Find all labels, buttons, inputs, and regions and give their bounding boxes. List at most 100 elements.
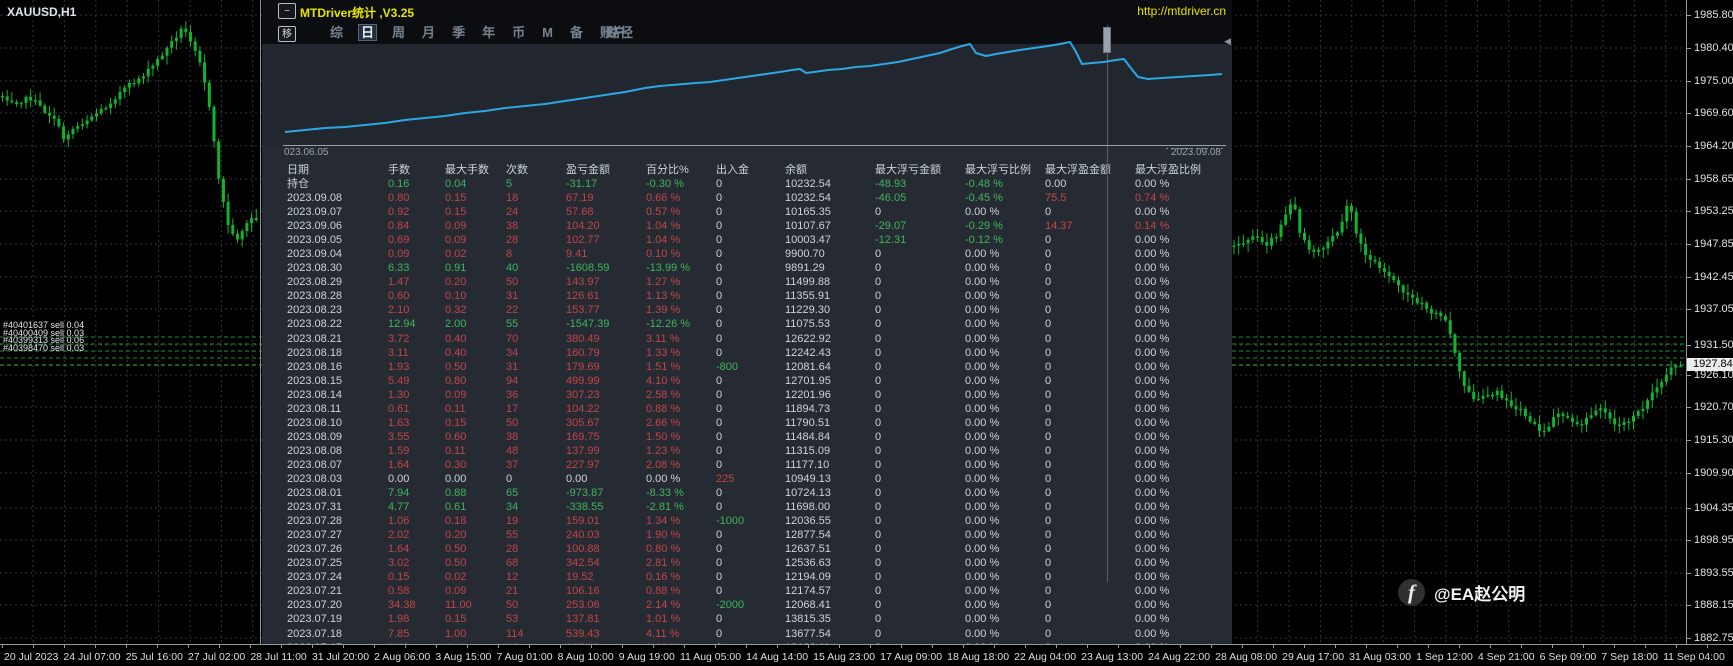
table-row: 2023.09.06 0.84 0.09 38 104.20 1.04 % 0 10107.6…: [262, 219, 1232, 233]
cell: 50: [506, 599, 519, 612]
cell: -1608.59: [566, 262, 610, 275]
cell: 0.66 %: [646, 192, 681, 205]
menu-item-5[interactable]: 年: [482, 25, 496, 40]
cell: 10724.13: [785, 487, 831, 500]
cell: 0: [716, 374, 723, 387]
cell: 5.49: [388, 374, 410, 387]
table-row: 持仓 0.16 0.04 5 -31.17 -0.30 % 0 10232.54 -48.93 -…: [262, 177, 1232, 191]
price-tick: [1687, 309, 1691, 310]
cell: 0.00: [388, 472, 410, 485]
cell: 0: [716, 585, 723, 598]
cell: 0: [1045, 585, 1052, 598]
cell: 0: [716, 318, 723, 331]
cell: 1.63: [388, 416, 410, 429]
menu-item-7[interactable]: M: [542, 25, 553, 40]
cell: 305.67: [566, 416, 600, 429]
panel-tool-button-移[interactable]: 移: [278, 26, 296, 42]
cell: 0.32: [445, 304, 467, 317]
time-axis: 20 Jul 2023 24 Jul 07:00 25 Jul 16:00 27 Ju…: [0, 644, 1733, 666]
cell: 0.60: [445, 430, 467, 443]
time-axis-labels: 20 Jul 2023 24 Jul 07:00 25 Jul 16:00 27 Ju…: [4, 651, 1725, 663]
cell: 0.30: [445, 458, 467, 471]
table-row: 2023.09.08 0.80 0.15 18 67.19 0.66 % 0 10232.54…: [262, 191, 1232, 205]
cell: 1.34 %: [646, 515, 681, 528]
cell: 10165.35: [785, 206, 831, 219]
table-row: 2023.09.04 0.09 0.02 8 9.41 0.10 % 0 9900.70 0 0.…: [262, 247, 1232, 261]
cell: 104.22: [566, 402, 600, 415]
menu-item-1[interactable]: 日: [358, 24, 378, 41]
menu-item-4[interactable]: 季: [452, 25, 466, 40]
cell: 0.00 %: [1135, 529, 1170, 542]
cell: 4.10 %: [646, 374, 681, 387]
panel-tool-button-−[interactable]: −: [278, 3, 296, 19]
cell: 0: [875, 515, 882, 528]
price-tick: [1687, 540, 1691, 541]
cell: 4.77: [388, 501, 410, 514]
cell: 0.00 %: [1135, 402, 1170, 415]
cell: 1.51 %: [646, 360, 681, 373]
cell: 0: [716, 388, 723, 401]
menu-item-0[interactable]: 综: [330, 25, 344, 40]
cell: 169.75: [566, 430, 600, 443]
table-row: 2023.08.29 1.47 0.20 50 143.97 1.27 % 0 11499.8…: [262, 275, 1232, 289]
cell: -13.99 %: [646, 262, 691, 275]
time-tick-label: 27 Jul 02:00: [188, 651, 246, 663]
cell: 21: [506, 585, 519, 598]
cell: 0: [1045, 543, 1052, 556]
cell: 0.00 %: [965, 374, 1000, 387]
time-tick-label: 4 Sep 21:00: [1477, 651, 1535, 663]
cell: 1.98: [388, 613, 410, 626]
cell: 0: [1045, 234, 1052, 247]
cell: 0.40: [445, 641, 506, 646]
stats-table-header: 日期 手数 最大手数 次数 盈亏金额 百分比% 出入金 余额 最大浮亏金额 最大浮亏比例 最大浮盈金…: [262, 163, 1232, 177]
cell: 0.09: [445, 388, 467, 401]
cell: 0.10: [445, 290, 467, 303]
cell: 0.00 %: [1135, 613, 1170, 626]
table-row: 2023.07.31 4.77 0.61 34 -338.55 -2.81 % 0 11698…: [262, 500, 1232, 514]
price-tick: [1687, 638, 1691, 639]
menu-item-3[interactable]: 月: [422, 25, 436, 40]
menu-item-2[interactable]: 周: [392, 25, 406, 40]
cell: 0.00 %: [1135, 444, 1170, 457]
time-tick-label: 22 Aug 04:00: [1014, 651, 1077, 663]
cell: 0.00 %: [1135, 458, 1170, 471]
cell: 13815.35: [785, 613, 831, 626]
cell: 104.20: [566, 220, 600, 233]
menu-item-path[interactable]: 路径: [607, 25, 634, 40]
table-row: 2023.07.20 34.38 11.00 50 253.06 2.14 % -2000 1…: [262, 598, 1232, 612]
cell: 0: [875, 206, 882, 219]
cell: 0.10 %: [646, 248, 681, 261]
menu-item-8[interactable]: 备: [569, 25, 583, 40]
cell: 11.00: [445, 599, 472, 612]
position-label: #40400409 sell 0.03: [3, 327, 85, 338]
time-tick-label: 7 Aug 01:00: [496, 651, 553, 663]
time-tick-label: 17 Aug 09:00: [880, 651, 943, 663]
cell: 1.39 %: [646, 304, 681, 317]
panel-resize-handle-icon[interactable]: ◀: [1224, 36, 1231, 46]
column-header: 盈亏金额: [566, 164, 610, 176]
table-row: 2023.08.30 6.33 0.91 40 -1608.59 -13.99 % 0 989…: [262, 261, 1232, 275]
cell: -0.29 %: [965, 220, 1003, 233]
menu-item-9[interactable]: 账户: [599, 25, 626, 40]
panel-scrollbar-track[interactable]: [1107, 25, 1108, 582]
cell: 2.81 %: [646, 557, 681, 570]
cell: 11177.10: [785, 458, 830, 471]
panel-scrollbar-thumb[interactable]: [1103, 27, 1111, 53]
menu-item-6[interactable]: 币: [512, 25, 526, 40]
cell: 6.33: [388, 262, 410, 275]
panel-website-link[interactable]: http://mtdriver.cn: [1137, 4, 1226, 18]
cell: 0: [875, 599, 882, 612]
table-row: 2023.08.22 12.94 2.00 55 -1547.39 -12.26 % 0 11…: [262, 317, 1232, 331]
equity-chart-area: [262, 44, 1232, 145]
cell: -31.17: [566, 178, 598, 190]
cell: 0: [875, 585, 882, 598]
position-label: #40398470 sell 0.03: [3, 342, 85, 353]
cell: 2.02: [388, 529, 410, 542]
cell: 0: [716, 262, 723, 275]
cell: 31: [506, 360, 519, 373]
cell: 0.88 %: [646, 402, 681, 415]
cell: 4.11 %: [646, 627, 680, 640]
cell: 0: [875, 613, 882, 626]
cell-date: 2023.07.27: [287, 529, 343, 542]
stats-table-rows: 持仓 0.16 0.04 5 -31.17 -0.30 % 0 10232.54 -48.93 -…: [262, 177, 1232, 646]
